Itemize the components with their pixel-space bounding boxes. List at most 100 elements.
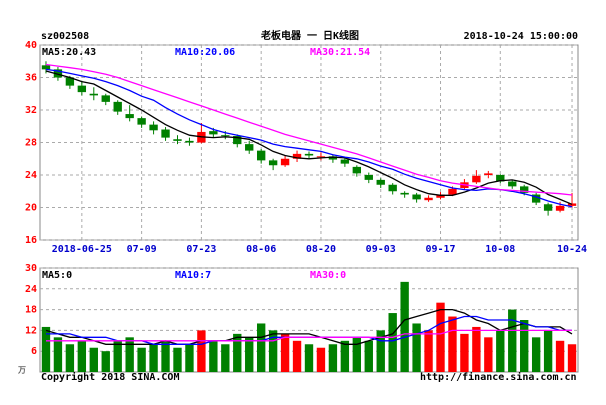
volume-bar	[340, 340, 350, 372]
volume-bar	[424, 330, 433, 372]
volume-bar	[89, 347, 98, 372]
candle-body	[364, 175, 373, 180]
y-tick-label: 24	[25, 170, 37, 181]
candle-body	[185, 140, 194, 143]
candle-body	[484, 173, 493, 175]
candle-body	[161, 129, 170, 138]
candle-body	[221, 135, 230, 137]
volume-bar	[484, 337, 493, 372]
volume-bar	[256, 323, 266, 372]
legend-entry: MA5:20.43	[42, 47, 96, 58]
y-tick-label: 32	[25, 105, 37, 116]
volume-bar	[53, 337, 63, 372]
candle-body	[520, 186, 529, 193]
volume-bar	[555, 340, 565, 372]
volume-bar	[41, 326, 51, 372]
candle-body	[113, 101, 122, 112]
x-tick-label: 09-03	[366, 244, 396, 255]
volume-bar	[496, 330, 505, 372]
x-tick-label: 10-08	[485, 244, 515, 255]
candle-body	[436, 194, 445, 198]
candle-body	[496, 175, 505, 182]
volume-bar	[185, 344, 194, 372]
volume-bar	[352, 337, 362, 372]
candle-body	[149, 124, 158, 131]
volume-bar	[400, 281, 409, 372]
symbol: sz002508	[41, 31, 89, 42]
candle-body	[65, 77, 75, 86]
candle-body	[316, 156, 326, 158]
y-tick-label: 16	[25, 235, 37, 246]
volume-bar	[388, 313, 397, 372]
legend-entry: MA10:20.06	[175, 47, 235, 58]
x-tick-label: 10-24	[557, 244, 587, 255]
legend-entry: MA5:0	[42, 270, 72, 281]
candle-body	[280, 158, 290, 166]
volume-bar	[113, 340, 122, 372]
volume-bar	[543, 330, 553, 372]
volume-bar	[197, 330, 206, 372]
volume-bar	[460, 333, 469, 372]
y-tick-label: 20	[25, 203, 37, 214]
x-tick-label: 08-06	[246, 244, 276, 255]
legend-entry: MA30:0	[310, 270, 346, 281]
candle-body	[508, 181, 517, 187]
candle-body	[256, 150, 266, 161]
volume-bar	[125, 337, 134, 372]
candle-body	[101, 95, 110, 102]
volume-bar	[436, 302, 445, 372]
candle-body	[173, 139, 182, 141]
ma-line	[46, 329, 572, 342]
volume-bar	[173, 347, 182, 372]
volume-bar	[304, 344, 314, 372]
y-tick-label: 6	[31, 346, 37, 357]
y-tick-label: 24	[25, 284, 37, 295]
legend-entry: MA30:21.54	[310, 47, 370, 58]
candle-body	[125, 114, 134, 119]
volume-bar	[137, 347, 146, 372]
chart-title: 老板电器 一 日K线图	[260, 29, 359, 42]
y-tick-label: 40	[25, 40, 37, 51]
volume-bar	[101, 351, 110, 372]
candle-body	[292, 153, 302, 159]
volume-bar	[531, 337, 541, 372]
volume-bar	[149, 344, 158, 372]
candle-body	[77, 85, 87, 93]
candle-body	[233, 136, 242, 145]
ma-line	[45, 70, 573, 205]
x-tick-label: 07-23	[186, 244, 216, 255]
volume-bar	[77, 340, 87, 372]
candle-body	[567, 203, 577, 206]
x-tick-label: 08-20	[306, 244, 336, 255]
candle-body	[268, 160, 278, 166]
candle-body	[400, 192, 409, 195]
source-url: http://finance.sina.com.cn	[420, 371, 577, 383]
volume-bar	[412, 323, 421, 372]
volume-bar	[245, 337, 254, 372]
candle-body	[424, 197, 433, 201]
candle-body	[352, 166, 362, 174]
ma-line	[45, 63, 573, 196]
y-tick-label: 18	[25, 305, 37, 316]
candle-body	[388, 184, 397, 192]
y-tick-label: 30	[25, 263, 37, 274]
candle-body	[41, 65, 51, 70]
x-tick-label: 2018-06-25	[52, 244, 112, 255]
candle-body	[472, 175, 481, 183]
volume-bar	[328, 344, 338, 372]
volume-bar	[65, 344, 75, 372]
ma-line	[45, 308, 573, 345]
candle-body	[376, 179, 385, 185]
volume-bar	[520, 320, 529, 372]
candle-body	[245, 144, 254, 151]
candle-body	[555, 205, 565, 211]
copyright: Copyright 2018 SINA.COM	[41, 371, 179, 383]
y-tick-label: 12	[25, 325, 37, 336]
x-tick-label: 09-17	[425, 244, 455, 255]
volume-bar	[233, 333, 242, 372]
candle-body	[328, 156, 338, 160]
ma-line	[45, 68, 573, 208]
y-tick-label: 28	[25, 138, 37, 149]
candle-body	[53, 69, 63, 78]
